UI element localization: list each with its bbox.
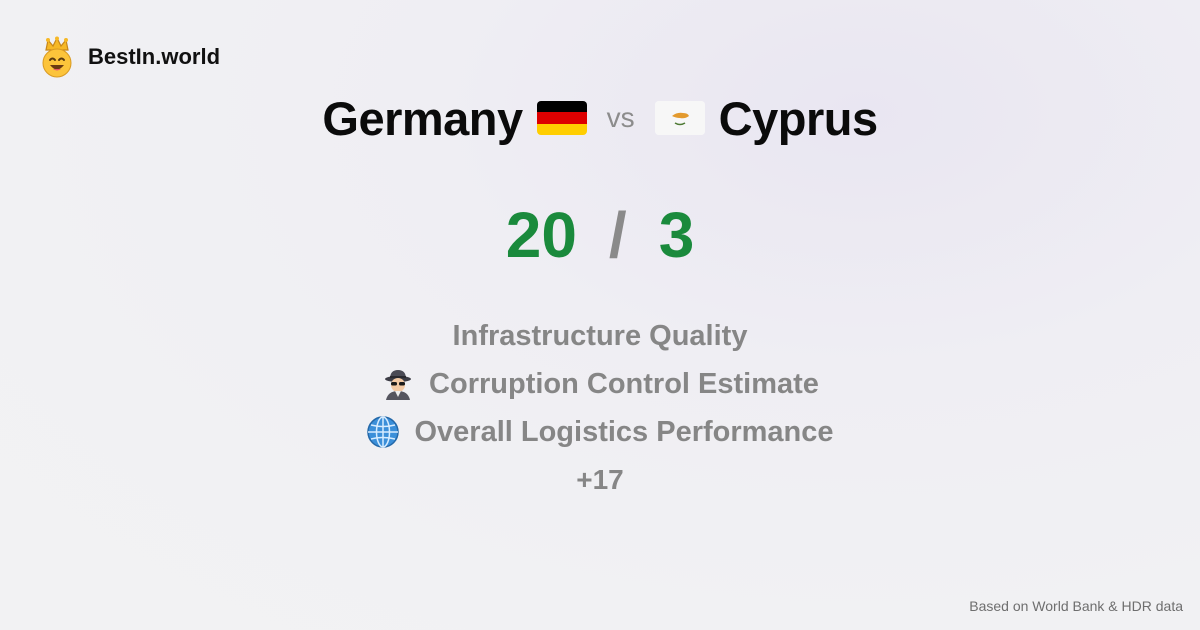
score: 20 / 3 — [0, 195, 1200, 275]
score-left: 20 — [505, 199, 577, 271]
metric-label: Overall Logistics Performance — [414, 415, 834, 448]
metric-label: Infrastructure Quality — [452, 319, 748, 352]
country-left: Germany — [322, 91, 523, 145]
globe-icon — [367, 416, 400, 448]
detective-icon — [385, 370, 412, 400]
crown-smiley-icon — [42, 36, 72, 78]
cyprus-flag-icon — [654, 101, 705, 135]
metrics-list: Infrastructure Quality Corruption Contro… — [0, 312, 1200, 504]
more-count: +17 — [576, 464, 624, 495]
metric-logistics-performance: Overall Logistics Performance — [366, 408, 834, 456]
country-right: Cyprus — [718, 91, 878, 145]
metric-infrastructure-quality: Infrastructure Quality — [453, 312, 748, 360]
brand[interactable]: BestIn.world — [38, 36, 220, 78]
metric-corruption-control: Corruption Control Estimate — [381, 360, 819, 408]
germany-flag-icon — [536, 101, 587, 135]
score-separator: / — [608, 199, 627, 271]
vs-label: vs — [606, 102, 635, 133]
brand-name: BestIn.world — [88, 44, 221, 69]
page-title: Germany vs Cyprus — [0, 88, 1200, 148]
source-note: Based on World Bank & HDR data — [969, 598, 1183, 614]
metric-label: Corruption Control Estimate — [429, 367, 819, 400]
score-right: 3 — [658, 199, 695, 271]
